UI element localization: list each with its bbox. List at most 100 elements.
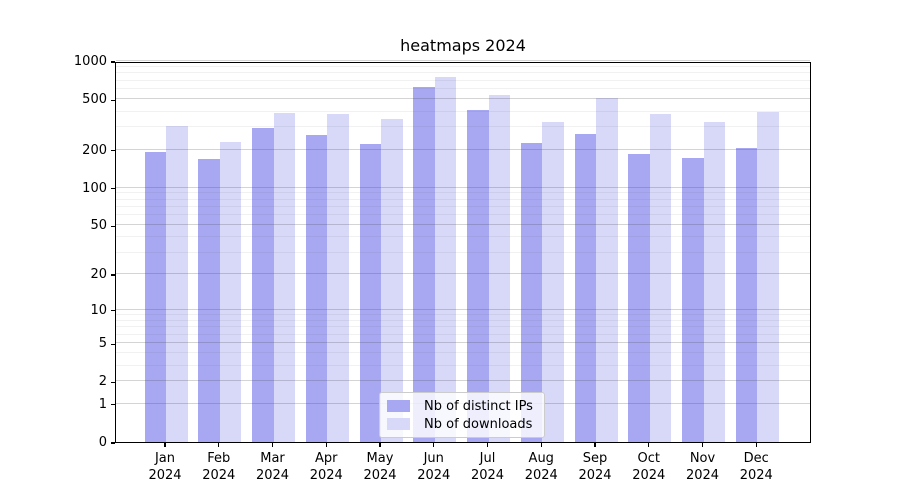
bar-downloads-8	[596, 98, 618, 442]
bar-distinct-ips-0	[144, 152, 166, 442]
bar-distinct-ips-10	[682, 157, 704, 442]
legend-label-ips: Nb of distinct IPs	[424, 398, 533, 414]
minor-gridline	[116, 110, 810, 112]
bar-downloads-0	[166, 125, 188, 442]
legend-swatch-downloads	[387, 418, 410, 430]
x-tick-label: Sep 2024	[578, 451, 612, 483]
x-tick-label: Aug 2024	[524, 451, 558, 483]
bar-distinct-ips-9	[628, 153, 650, 442]
bar-distinct-ips-8	[574, 134, 596, 442]
minor-gridline	[116, 65, 810, 67]
major-gridline	[116, 60, 810, 62]
x-tick-label: Oct 2024	[632, 451, 666, 483]
bar-distinct-ips-3	[305, 135, 328, 442]
major-gridline	[116, 273, 810, 275]
bar-downloads-6	[488, 94, 510, 442]
y-tick-mark	[111, 225, 115, 227]
y-tick-label: 100	[82, 180, 107, 196]
minor-gridline	[116, 192, 810, 194]
bar-downloads-2	[273, 112, 295, 442]
bar-distinct-ips-1	[198, 158, 220, 442]
minor-gridline	[116, 236, 810, 238]
legend-item-distinct-ips: Nb of distinct IPs	[387, 399, 537, 414]
x-tick-label: Feb 2024	[202, 451, 236, 483]
bar-downloads-10	[703, 121, 725, 442]
minor-gridline	[116, 333, 810, 335]
minor-gridline	[116, 214, 810, 216]
plot-area	[115, 60, 811, 443]
legend-label-downloads: Nb of downloads	[424, 416, 533, 432]
y-tick-label: 2	[98, 374, 107, 390]
x-tick-mark	[164, 443, 166, 447]
x-tick-label: Jan 2024	[148, 451, 182, 483]
minor-gridline	[116, 319, 810, 321]
major-gridline	[116, 342, 810, 344]
bar-downloads-3	[327, 113, 349, 442]
x-tick-mark	[271, 443, 274, 447]
bar-distinct-ips-11	[735, 147, 758, 442]
y-tick-mark	[111, 99, 115, 101]
y-tick-label: 0	[98, 435, 107, 450]
minor-gridline	[116, 126, 810, 128]
bar-downloads-9	[649, 114, 672, 442]
x-tick-label: May 2024	[363, 451, 397, 483]
y-tick-mark	[111, 381, 115, 384]
bar-distinct-ips-6	[467, 110, 489, 442]
bar-downloads-11	[757, 111, 779, 442]
x-tick-label: Nov 2024	[685, 451, 720, 483]
minor-gridline	[116, 251, 810, 253]
minor-gridline	[116, 198, 810, 200]
major-gridline	[116, 98, 810, 100]
x-tick-mark	[379, 443, 381, 447]
major-gridline	[116, 224, 810, 226]
y-tick-label: 500	[82, 92, 107, 108]
x-tick-mark	[325, 443, 327, 447]
x-tick-mark	[594, 443, 596, 447]
y-tick-mark	[111, 404, 115, 406]
y-tick-label: 5	[98, 336, 107, 352]
major-gridline	[116, 380, 810, 382]
y-tick-label: 50	[90, 218, 107, 234]
x-tick-label: Jul 2024	[470, 451, 505, 483]
y-tick-mark	[111, 187, 115, 190]
minor-gridline	[116, 72, 810, 74]
y-tick-label: 20	[90, 267, 107, 283]
y-tick-label: 10	[90, 302, 107, 318]
bar-downloads-7	[542, 122, 564, 442]
major-gridline	[116, 148, 810, 150]
x-tick-mark	[755, 443, 757, 447]
bar-downloads-1	[219, 141, 242, 442]
x-tick-mark	[486, 443, 489, 447]
bar-downloads-5	[434, 76, 457, 442]
x-tick-label: Jun 2024	[417, 451, 451, 483]
y-tick-mark	[111, 343, 115, 345]
major-gridline	[116, 308, 810, 310]
minor-gridline	[116, 205, 810, 207]
bar-distinct-ips-7	[520, 143, 543, 442]
y-tick-label: 1	[98, 396, 107, 412]
x-tick-mark	[540, 443, 542, 447]
x-tick-mark	[218, 443, 220, 447]
bar-distinct-ips-5	[413, 86, 435, 442]
x-tick-mark	[433, 443, 435, 447]
y-tick-label: 1000	[73, 54, 107, 70]
minor-gridline	[116, 314, 810, 316]
y-tick-mark	[111, 61, 115, 63]
y-tick-mark	[111, 442, 115, 444]
bar-downloads-4	[381, 118, 403, 442]
chart-title: heatmaps 2024	[400, 36, 526, 55]
legend-swatch-ips	[387, 400, 410, 412]
x-tick-mark	[648, 443, 650, 447]
bar-distinct-ips-4	[359, 144, 381, 442]
x-tick-label: Dec 2024	[739, 451, 773, 483]
minor-gridline	[116, 364, 810, 366]
y-tick-mark	[111, 310, 115, 312]
legend-item-downloads: Nb of downloads	[387, 417, 537, 432]
minor-gridline	[116, 326, 810, 328]
y-tick-label: 200	[82, 142, 107, 158]
major-gridline	[116, 186, 810, 188]
minor-gridline	[116, 352, 810, 354]
y-tick-mark	[111, 149, 115, 152]
y-tick-mark	[111, 274, 115, 276]
